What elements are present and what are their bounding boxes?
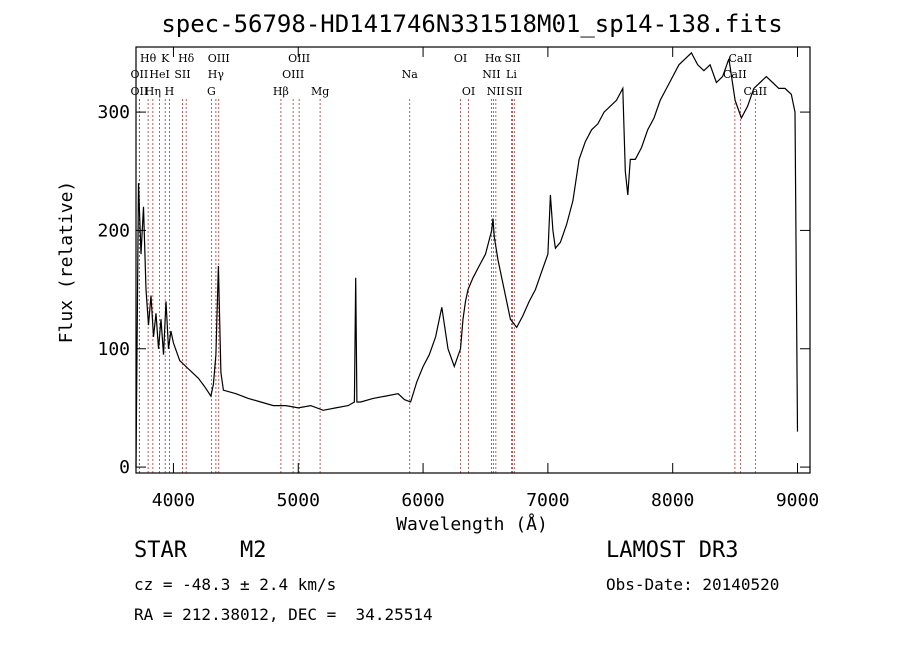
- redshift-text: cz = -48.3 ± 2.4 km/s: [134, 575, 337, 594]
- spectral-line-label: CaII: [743, 85, 767, 98]
- spectral-line-labels: Hθ OII OII K HeI Hη SII H Hδ OIII Hγ G OIII OIII Hβ Mg N…: [131, 52, 768, 98]
- spectral-line-label: OIII: [208, 52, 230, 65]
- spectral-line-label: Na: [402, 68, 419, 81]
- spectral-line-label: SII: [174, 68, 190, 81]
- spectral-line-label: HeI: [149, 68, 169, 81]
- spectral-line-label: Hθ: [140, 52, 157, 65]
- x-tick-label: 6000: [401, 490, 444, 511]
- spectral-line-label: OIII: [288, 52, 310, 65]
- y-axis-ticks: 0 100 200 300: [97, 102, 810, 478]
- spectral-line-label: Hα: [485, 52, 503, 65]
- obs-date-text: Obs-Date: 20140520: [606, 575, 780, 594]
- spectral-line-label: Hγ: [208, 68, 225, 81]
- object-class: STAR: [134, 538, 187, 563]
- spectral-line-label: H: [165, 85, 175, 98]
- spectral-line-label: SII: [504, 52, 520, 65]
- spectral-line-label: CaII: [723, 68, 747, 81]
- y-axis-label: Flux (relative): [56, 181, 77, 344]
- spectrum-series-line: [135, 51, 799, 468]
- x-tick-label: 7000: [526, 490, 569, 511]
- x-tick-label: 4000: [152, 490, 195, 511]
- plot-frame: [135, 46, 811, 474]
- y-tick-label: 300: [97, 102, 130, 123]
- y-tick-label: 0: [119, 457, 130, 478]
- spectral-line-label: OII: [131, 68, 149, 81]
- y-tick-label: 200: [97, 220, 130, 241]
- spectral-line-label: OII: [131, 85, 149, 98]
- spectral-line-label: OI: [454, 52, 467, 65]
- object-subclass: M2: [240, 538, 267, 563]
- spectral-line-label: NII: [487, 85, 505, 98]
- y-tick-label: 100: [97, 339, 130, 360]
- spectral-line-label: Mg: [311, 85, 329, 98]
- spectral-line-label: SII: [506, 85, 522, 98]
- x-tick-label: 9000: [776, 490, 819, 511]
- spectral-line-label: Hη: [145, 85, 161, 98]
- spectral-line-label: NII: [482, 68, 500, 81]
- spectral-line-label: CaII: [729, 52, 753, 65]
- spectral-line-label: OIII: [282, 68, 304, 81]
- x-tick-label: 8000: [651, 490, 694, 511]
- chart-title: spec-56798-HD141746N331518M01_sp14-138.f…: [161, 10, 782, 38]
- coordinates-text: RA = 212.38012, DEC = 34.25514: [134, 605, 433, 624]
- spectral-line-label: Li: [506, 68, 517, 81]
- x-axis-ticks: 4000 5000 6000 7000 8000 9000: [152, 47, 819, 511]
- spectral-line-label: OI: [462, 85, 475, 98]
- spectral-line-markers: [138, 99, 756, 473]
- x-axis-label: Wavelength (Å): [396, 513, 548, 535]
- survey-name: LAMOST DR3: [606, 538, 739, 563]
- spectral-line-label: Hδ: [178, 52, 195, 65]
- spectral-line-label: G: [207, 85, 216, 98]
- x-tick-label: 5000: [277, 490, 320, 511]
- spectral-line-label: K: [161, 52, 170, 65]
- spectral-line-label: Hβ: [273, 85, 289, 98]
